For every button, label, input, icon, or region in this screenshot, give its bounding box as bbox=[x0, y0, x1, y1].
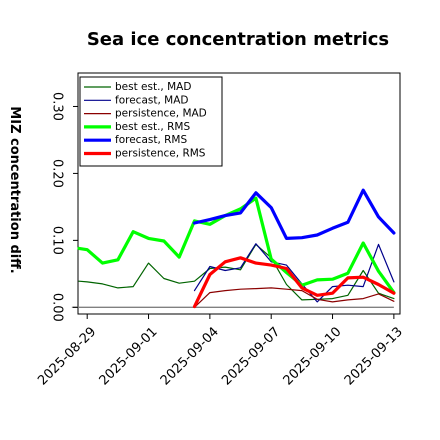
series-line-4 bbox=[192, 188, 396, 240]
x-tick-label: 2025-09-07 bbox=[219, 324, 283, 388]
legend-label-3: best est., RMS bbox=[115, 121, 190, 133]
legend-label-1: forecast, MAD bbox=[115, 94, 188, 106]
y-tick-label: 0.00 bbox=[50, 293, 65, 322]
x-ticks: 2025-08-292025-09-012025-09-042025-09-07… bbox=[35, 314, 406, 388]
legend-label-2: persistence, MAD bbox=[115, 108, 207, 120]
legend-label-0: best est., MAD bbox=[115, 81, 191, 93]
chart-title: Sea ice concentration metrics bbox=[87, 29, 389, 50]
series-line-0 bbox=[78, 243, 395, 301]
y-tick-label: 0.10 bbox=[50, 226, 65, 255]
legend-label-4: forecast, RMS bbox=[115, 134, 187, 146]
x-tick-label: 2025-09-10 bbox=[281, 324, 345, 388]
y-tick-label: 0.20 bbox=[50, 159, 65, 188]
y-tick-label: 0.30 bbox=[50, 92, 65, 121]
series-line-3 bbox=[77, 196, 396, 295]
x-tick-label: 2025-09-13 bbox=[342, 324, 406, 388]
x-tick-label: 2025-09-04 bbox=[158, 324, 222, 388]
series-line-2 bbox=[193, 287, 395, 308]
plot-frame bbox=[77, 72, 401, 315]
series-line-1 bbox=[193, 243, 395, 303]
series-line-5 bbox=[192, 256, 396, 309]
legend-box bbox=[79, 76, 223, 167]
y-ticks: 0.00 0.10 0.20 0.30 bbox=[50, 92, 78, 322]
x-tick-label: 2025-08-29 bbox=[35, 324, 99, 388]
legend-label-5: persistence, RMS bbox=[115, 148, 206, 160]
y-axis-label: MIZ concentration diff. bbox=[7, 106, 22, 273]
series-layer bbox=[77, 188, 396, 309]
x-tick-label: 2025-09-01 bbox=[97, 324, 161, 388]
